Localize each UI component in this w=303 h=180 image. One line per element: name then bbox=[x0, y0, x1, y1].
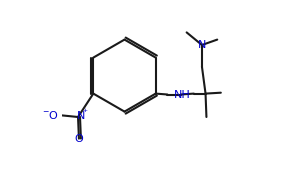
Text: NH: NH bbox=[174, 89, 191, 100]
Text: N: N bbox=[198, 40, 206, 50]
Text: N: N bbox=[77, 111, 85, 121]
Text: $^{+}$: $^{+}$ bbox=[82, 107, 88, 116]
Text: $^{-}$O: $^{-}$O bbox=[42, 109, 59, 121]
Text: O: O bbox=[75, 134, 83, 144]
